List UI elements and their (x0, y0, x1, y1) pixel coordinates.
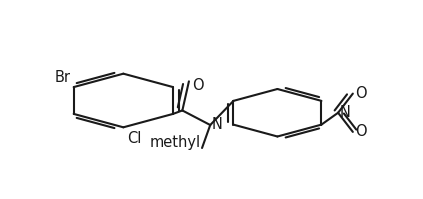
Text: O: O (355, 86, 367, 101)
Text: O: O (355, 124, 367, 139)
Text: Br: Br (55, 70, 71, 85)
Text: Cl: Cl (126, 131, 141, 146)
Text: N: N (340, 105, 351, 120)
Text: N: N (212, 117, 223, 132)
Text: O: O (192, 78, 204, 93)
Text: methyl: methyl (149, 135, 201, 149)
